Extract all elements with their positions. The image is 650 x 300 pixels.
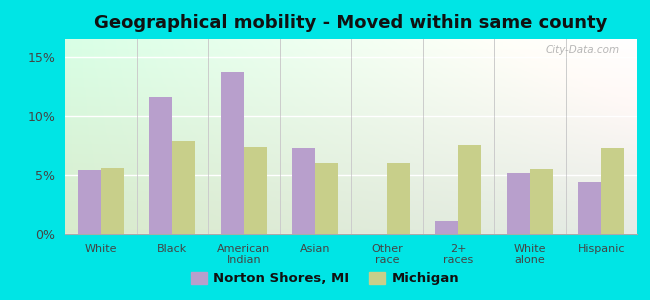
Bar bbox=[530, 169, 552, 234]
Bar bbox=[387, 163, 410, 234]
Bar bbox=[244, 146, 266, 234]
Bar bbox=[78, 170, 101, 234]
Bar bbox=[101, 168, 124, 234]
Bar bbox=[244, 146, 266, 234]
Bar bbox=[507, 172, 530, 234]
Text: City-Data.com: City-Data.com bbox=[546, 45, 620, 55]
Legend: Norton Shores, MI, Michigan: Norton Shores, MI, Michigan bbox=[185, 266, 465, 290]
Bar bbox=[172, 141, 195, 234]
Bar bbox=[315, 163, 338, 234]
Bar bbox=[507, 172, 530, 234]
Bar bbox=[172, 141, 195, 234]
Title: Geographical mobility - Moved within same county: Geographical mobility - Moved within sam… bbox=[94, 14, 608, 32]
Bar bbox=[601, 148, 624, 234]
Bar bbox=[315, 163, 338, 234]
Bar bbox=[150, 97, 172, 234]
Bar bbox=[458, 146, 481, 234]
Bar bbox=[578, 182, 601, 234]
Bar bbox=[387, 163, 410, 234]
Bar bbox=[436, 221, 458, 234]
Bar bbox=[292, 148, 315, 234]
Bar bbox=[101, 168, 124, 234]
Bar bbox=[221, 72, 244, 234]
Bar bbox=[530, 169, 552, 234]
Bar bbox=[601, 148, 624, 234]
Bar bbox=[436, 221, 458, 234]
Bar bbox=[78, 170, 101, 234]
Bar bbox=[578, 182, 601, 234]
Bar bbox=[292, 148, 315, 234]
Bar bbox=[458, 146, 481, 234]
Bar bbox=[150, 97, 172, 234]
Bar bbox=[221, 72, 244, 234]
